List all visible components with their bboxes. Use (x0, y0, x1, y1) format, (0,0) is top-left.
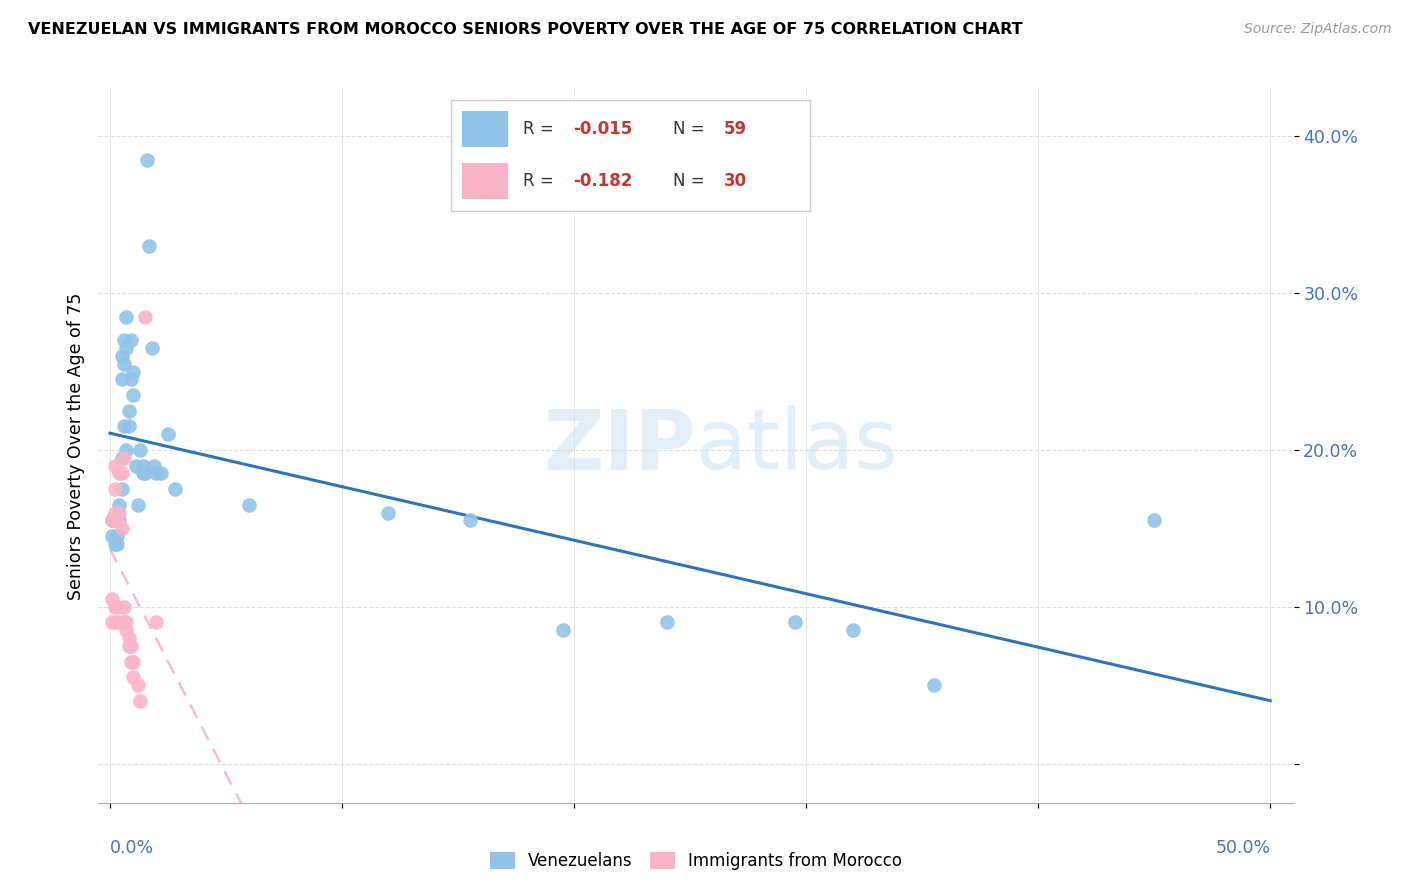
Point (134, 310, 156, 324)
Point (112, 615, 135, 630)
Point (105, 615, 128, 630)
Point (112, 419, 135, 434)
Point (111, 521, 134, 535)
Point (104, 537, 127, 551)
Point (1143, 514, 1166, 528)
Point (655, 615, 678, 630)
Point (105, 599, 128, 614)
Point (141, 341, 163, 355)
Point (783, 615, 806, 630)
Point (841, 624, 863, 638)
Point (117, 639, 139, 653)
Point (138, 239, 160, 253)
Point (129, 442, 152, 457)
Point (111, 450, 134, 465)
Point (101, 514, 124, 528)
Point (377, 506, 399, 520)
Point (163, 482, 186, 496)
Point (115, 341, 138, 355)
Point (112, 333, 135, 347)
Point (131, 458, 153, 473)
Point (112, 357, 135, 371)
Point (108, 498, 131, 512)
Point (122, 670, 145, 684)
Point (145, 467, 167, 481)
Point (127, 498, 149, 512)
Point (104, 482, 127, 496)
Point (120, 639, 142, 653)
Text: VENEZUELAN VS IMMIGRANTS FROM MOROCCO SENIORS POVERTY OVER THE AGE OF 75 CORRELA: VENEZUELAN VS IMMIGRANTS FROM MOROCCO SE… (28, 22, 1022, 37)
Point (101, 514, 124, 528)
Point (124, 458, 146, 473)
Point (922, 678, 945, 692)
Point (115, 442, 138, 457)
Point (108, 506, 131, 520)
Point (131, 467, 153, 481)
Point (115, 310, 138, 324)
Text: ZIP: ZIP (544, 406, 696, 486)
Text: 0.0%: 0.0% (110, 838, 155, 857)
Point (122, 655, 145, 669)
Point (127, 678, 149, 692)
Point (105, 529, 128, 543)
Point (134, 467, 156, 481)
Point (108, 467, 131, 481)
Point (143, 458, 166, 473)
Point (150, 467, 173, 481)
Point (101, 615, 124, 630)
Point (101, 529, 124, 543)
Point (111, 482, 134, 496)
Point (105, 514, 128, 528)
Y-axis label: Seniors Poverty Over the Age of 75: Seniors Poverty Over the Age of 75 (66, 293, 84, 599)
Point (238, 498, 260, 512)
Point (120, 655, 142, 669)
Point (112, 450, 135, 465)
Point (108, 514, 131, 528)
Text: atlas: atlas (696, 406, 897, 486)
Point (136, 153, 159, 167)
Point (551, 624, 574, 638)
Point (122, 364, 145, 378)
Point (120, 372, 142, 386)
Point (458, 514, 481, 528)
Legend: Venezuelans, Immigrants from Morocco: Venezuelans, Immigrants from Morocco (484, 845, 908, 877)
Text: Source: ZipAtlas.com: Source: ZipAtlas.com (1244, 22, 1392, 37)
Point (111, 372, 134, 386)
Point (117, 403, 139, 417)
Point (157, 427, 180, 442)
Point (145, 615, 167, 630)
Point (105, 537, 128, 551)
Point (120, 333, 142, 347)
Point (105, 514, 128, 528)
Point (112, 599, 135, 614)
Point (111, 349, 134, 363)
Point (111, 467, 134, 481)
Point (104, 458, 127, 473)
Point (115, 615, 138, 630)
Point (122, 388, 145, 402)
Point (104, 599, 127, 614)
Point (101, 591, 124, 606)
Text: 50.0%: 50.0% (1215, 838, 1270, 857)
Point (104, 506, 127, 520)
Point (117, 631, 139, 645)
Point (104, 514, 127, 528)
Point (117, 419, 139, 434)
Point (129, 694, 152, 708)
Point (115, 624, 138, 638)
